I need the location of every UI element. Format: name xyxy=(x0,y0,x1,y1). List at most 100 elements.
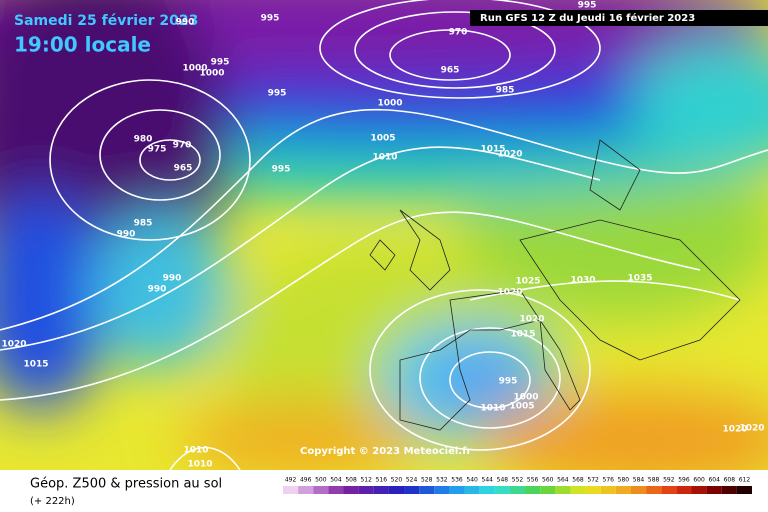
isobar-label: 970 xyxy=(449,28,468,38)
colorbar-label: 520 xyxy=(391,477,403,484)
colorbar: 492 496 500 504 508 512 516 520 524 528 532 536 540 5… xyxy=(283,477,752,494)
colorbar-label: 532 xyxy=(436,477,448,484)
colorbar-label: 584 xyxy=(633,477,645,484)
isobar-label: 1020 xyxy=(519,315,544,325)
colorbar-swatch xyxy=(509,486,526,494)
colorbar-swatch xyxy=(706,486,722,494)
colorbar-label: 552 xyxy=(512,477,524,484)
colorbar-swatch xyxy=(328,486,344,494)
copyright: Copyright © 2023 Meteociel.fr xyxy=(300,446,471,457)
colorbar-swatch xyxy=(525,486,541,494)
isobar-label: 1035 xyxy=(627,274,652,284)
colorbar-label: 608 xyxy=(724,477,736,484)
colorbar-label: 540 xyxy=(466,477,478,484)
colorbar-swatch xyxy=(313,486,329,494)
isobar-label: 995 xyxy=(261,14,280,24)
isobar-label: 1020 xyxy=(497,150,522,160)
colorbar-swatch xyxy=(404,486,420,494)
colorbar-swatch xyxy=(585,486,601,494)
isobar-label: 990 xyxy=(176,18,195,28)
colorbar-swatch xyxy=(298,486,314,494)
isobar-label: 1010 xyxy=(372,153,397,163)
colorbar-swatch xyxy=(691,486,707,494)
colorbar-swatch xyxy=(373,486,389,494)
isobar-label: 1000 xyxy=(182,64,207,74)
colorbar-swatch xyxy=(494,486,510,494)
coastlines xyxy=(369,139,741,431)
colorbar-swatch xyxy=(676,486,692,494)
colorbar-label: 512 xyxy=(360,477,372,484)
isobar-label: 995 xyxy=(578,1,597,11)
isobar-label: 970 xyxy=(173,141,192,151)
run-info: Run GFS 12 Z du Jeudi 16 février 2023 xyxy=(480,12,695,24)
colorbar-label: 496 xyxy=(300,477,312,484)
colorbar-swatch xyxy=(540,486,556,494)
isobar-label: 1010 xyxy=(480,404,505,414)
isobar-label: 1000 xyxy=(377,99,402,109)
isobar-label: 1000 xyxy=(513,393,538,403)
isobar-label: 1020 xyxy=(497,288,522,298)
isobar-label: 965 xyxy=(441,66,460,76)
colorbar-swatch xyxy=(343,486,359,494)
isobar-label: 1020 xyxy=(739,424,764,434)
colorbar-label: 556 xyxy=(527,477,539,484)
colorbar-label: 592 xyxy=(663,477,675,484)
colorbar-label: 572 xyxy=(587,477,599,484)
colorbar-swatch xyxy=(600,486,616,494)
isobar-label: 995 xyxy=(272,165,291,175)
colorbar-swatch xyxy=(736,486,752,494)
colorbar-label: 576 xyxy=(603,477,615,484)
isobar-label: 995 xyxy=(268,89,287,99)
isobar-label: 1020 xyxy=(722,425,747,435)
isobar-label: 990 xyxy=(117,230,136,240)
colorbar-label: 612 xyxy=(739,477,751,484)
colorbar-label: 600 xyxy=(693,477,705,484)
isobar-label: 1010 xyxy=(183,446,208,456)
isobar-labels: 990 9959951000100099597096598599510001005… xyxy=(1,1,764,470)
isobar-label: 965 xyxy=(174,164,193,174)
isobar-label: 995 xyxy=(499,377,518,387)
isobar-label: 1015 xyxy=(23,360,48,370)
isobar-label: 1025 xyxy=(515,277,540,287)
colorbar-swatch xyxy=(630,486,647,494)
colorbar-swatch xyxy=(449,486,465,494)
colorbar-label: 560 xyxy=(542,477,554,484)
colorbar-swatch xyxy=(283,486,299,494)
lead-time: (+ 222h) xyxy=(30,496,75,507)
map-field xyxy=(0,0,768,470)
colorbar-label: 544 xyxy=(482,477,494,484)
date: Samedi 25 février 2023 xyxy=(14,13,198,29)
isobar-label: 990 xyxy=(163,274,182,284)
isobar-label: 1010 xyxy=(187,460,212,470)
colorbar-swatch xyxy=(479,486,495,494)
colorbar-label: 524 xyxy=(406,477,418,484)
time: 19:00 locale xyxy=(14,33,151,57)
isobar-label: 1020 xyxy=(1,340,26,350)
isobar-label: 980 xyxy=(134,135,153,145)
isobar-label: 975 xyxy=(148,145,167,155)
colorbar-swatch xyxy=(555,486,571,494)
colorbar-swatch xyxy=(358,486,374,494)
isobar-label: 985 xyxy=(134,219,153,229)
isobar-label: 1005 xyxy=(370,134,395,144)
isobar-label: 1005 xyxy=(509,402,534,412)
colorbar-label: 500 xyxy=(315,477,327,484)
colorbar-label: 508 xyxy=(345,477,357,484)
colorbar-label: 528 xyxy=(421,477,433,484)
isobar-label: 995 xyxy=(211,58,230,68)
colorbar-swatch xyxy=(570,486,586,494)
colorbar-label: 596 xyxy=(678,477,690,484)
colorbar-swatch xyxy=(464,486,480,494)
isobar-label: 1015 xyxy=(510,330,535,340)
isobar-label: 1030 xyxy=(570,276,595,286)
colorbar-label: 516 xyxy=(376,477,388,484)
colorbar-label: 564 xyxy=(557,477,569,484)
colorbar-swatch xyxy=(661,486,677,494)
isobar-label: 985 xyxy=(496,86,515,96)
colorbar-label: 492 xyxy=(285,477,297,484)
isobar-label: 990 xyxy=(148,285,167,295)
colorbar-label: 588 xyxy=(648,477,660,484)
colorbar-label: 548 xyxy=(497,477,509,484)
colorbar-swatch xyxy=(434,486,450,494)
